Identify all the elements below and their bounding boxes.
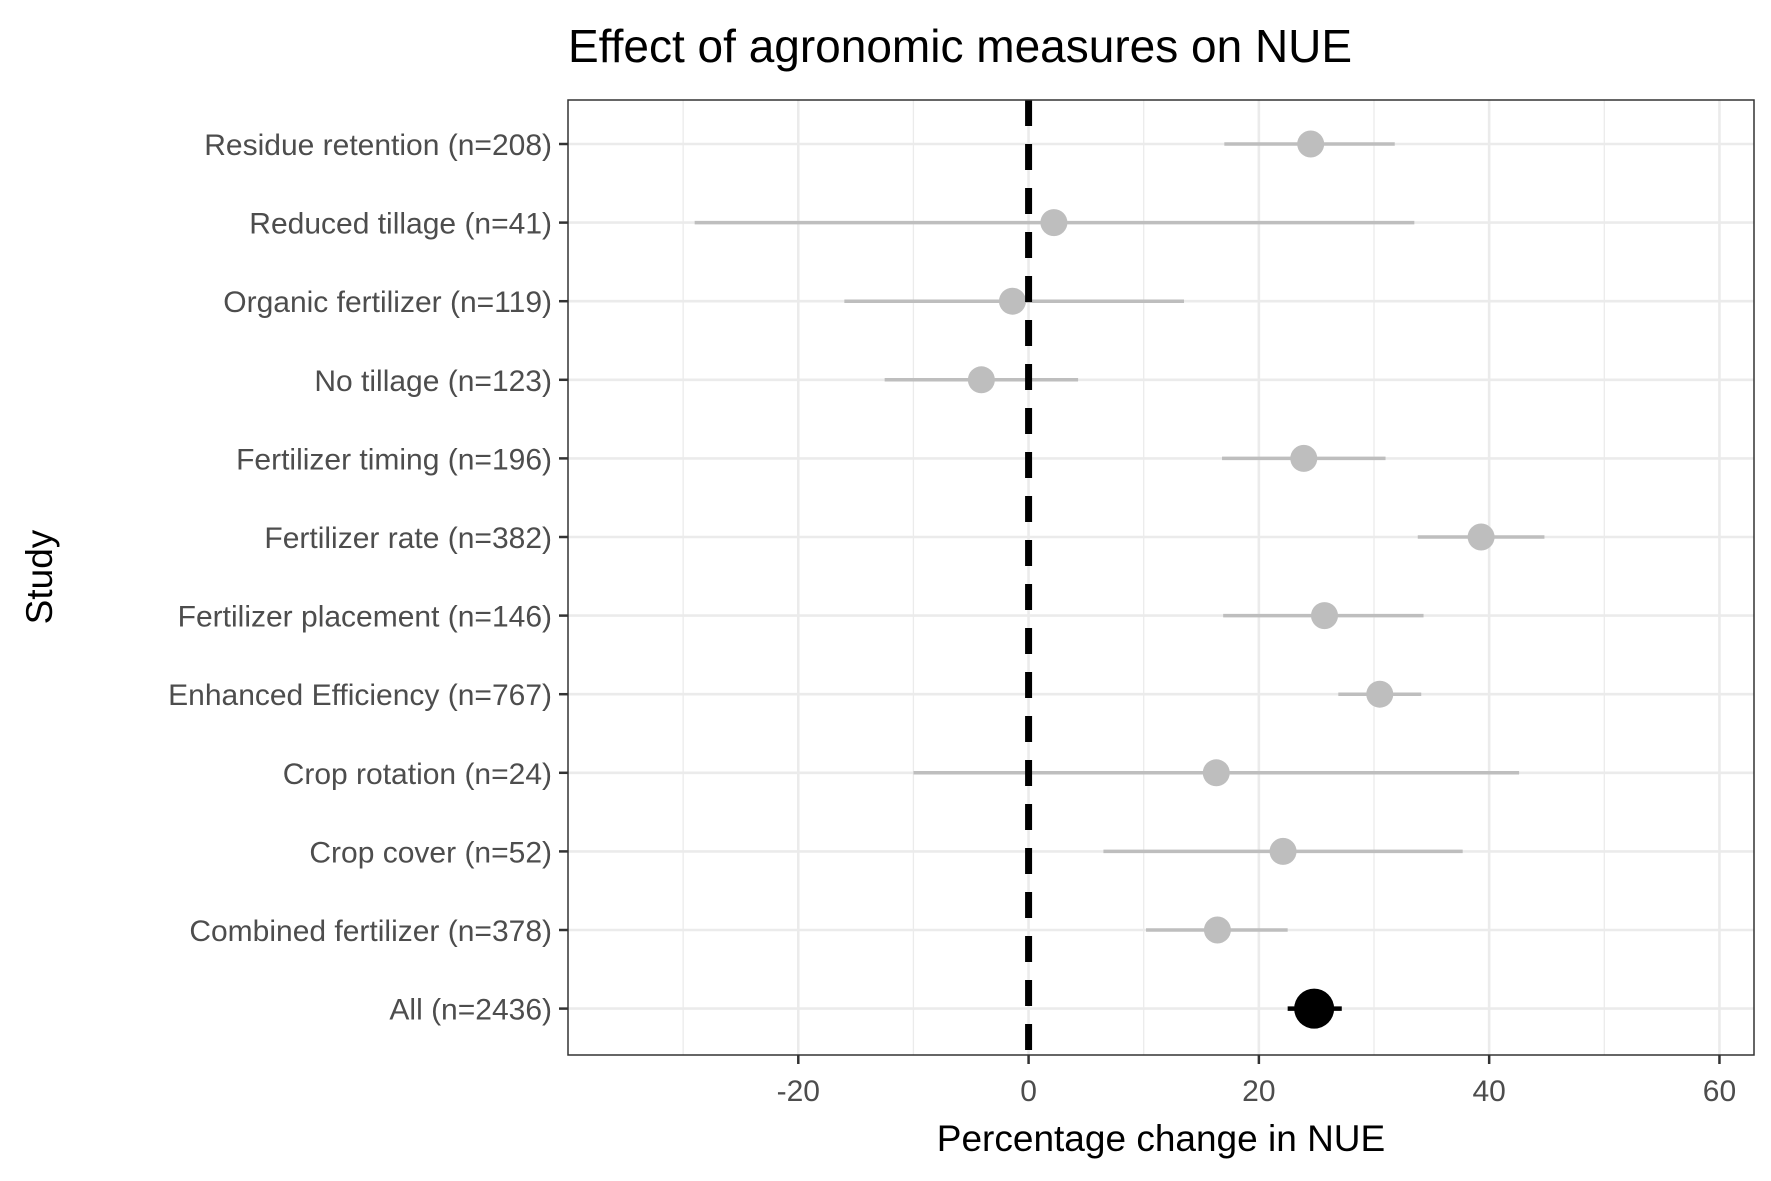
x-axis-title: Percentage change in NUE bbox=[937, 1118, 1385, 1159]
study-point bbox=[1202, 759, 1230, 787]
panel-background bbox=[568, 100, 1754, 1055]
study-label: Enhanced Efficiency (n=767) bbox=[168, 679, 552, 712]
study-point bbox=[998, 287, 1026, 315]
x-tick-label: 60 bbox=[1703, 1075, 1736, 1108]
x-axis: -20 0 20 40 60 bbox=[777, 1055, 1736, 1108]
y-axis: Residue retention (n=208) Reduced tillage… bbox=[168, 129, 568, 1027]
study-point bbox=[1366, 680, 1394, 708]
study-label: Crop rotation (n=24) bbox=[283, 758, 552, 791]
study-label: All (n=2436) bbox=[389, 994, 552, 1027]
study-label: Reduced tillage (n=41) bbox=[249, 208, 552, 241]
study-label: Combined fertilizer (n=378) bbox=[189, 915, 552, 948]
study-point bbox=[1467, 523, 1495, 551]
study-point bbox=[1203, 916, 1231, 944]
study-label: Organic fertilizer (n=119) bbox=[223, 286, 552, 319]
x-tick-label: 20 bbox=[1242, 1075, 1275, 1108]
study-label: Fertilizer rate (n=382) bbox=[264, 522, 552, 555]
minor-gridlines bbox=[682, 100, 1605, 1055]
study-point bbox=[1040, 209, 1068, 237]
study-point bbox=[1290, 444, 1318, 472]
study-label: Fertilizer placement (n=146) bbox=[178, 601, 552, 634]
study-label: Residue retention (n=208) bbox=[204, 129, 552, 162]
panel-border bbox=[567, 99, 1755, 1056]
study-point bbox=[1311, 602, 1339, 630]
study-point bbox=[1297, 130, 1325, 158]
study-point bbox=[1269, 837, 1297, 865]
y-axis-title: Study bbox=[19, 529, 60, 624]
study-label: Crop cover (n=52) bbox=[309, 836, 552, 869]
chart-title: Effect of agronomic measures on NUE bbox=[568, 20, 1352, 72]
x-tick-label: 0 bbox=[1020, 1075, 1037, 1108]
x-tick-label: 40 bbox=[1472, 1075, 1505, 1108]
study-label: No tillage (n=123) bbox=[314, 365, 552, 398]
x-tick-label: -20 bbox=[777, 1075, 820, 1108]
plot-panel bbox=[567, 99, 1755, 1056]
study-label: Fertilizer timing (n=196) bbox=[236, 443, 552, 476]
study-point bbox=[967, 366, 995, 394]
overall-point bbox=[1294, 988, 1335, 1029]
study-marks bbox=[694, 130, 1545, 1029]
